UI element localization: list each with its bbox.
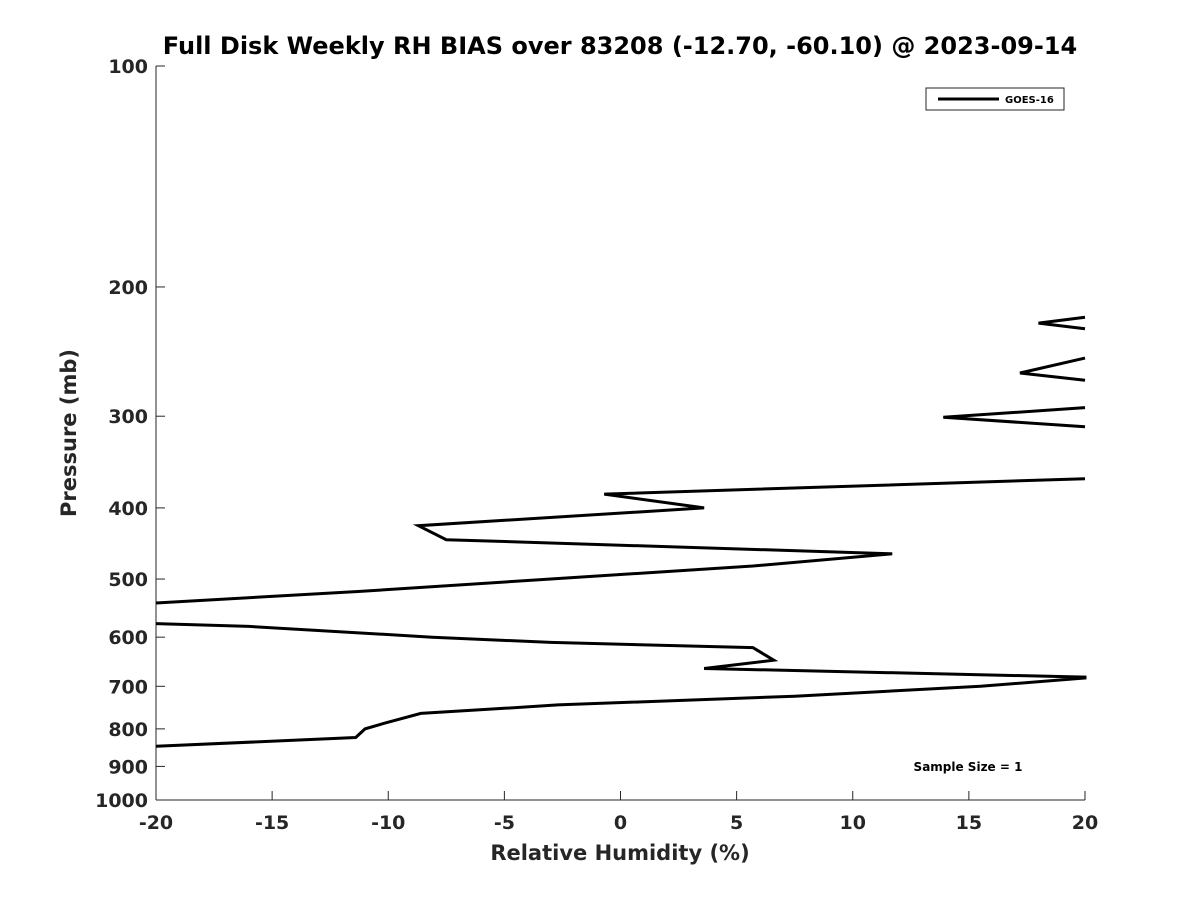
x-tick-label: -20 xyxy=(139,812,173,834)
y-tick-label: 1000 xyxy=(95,790,148,812)
y-tick-label: 500 xyxy=(108,569,148,591)
y-tick-label: 900 xyxy=(108,756,148,778)
y-tick-label: 200 xyxy=(108,277,148,299)
x-axis-ticks: -20 -15 -10 -5 0 5 10 15 20 xyxy=(139,791,1098,834)
series-line-goes-16 xyxy=(1038,315,1086,331)
legend: GOES-16 xyxy=(925,87,1065,111)
y-axis-label: Pressure (mb) xyxy=(57,349,81,517)
y-tick-label: 600 xyxy=(108,627,148,649)
sample-size-annotation: Sample Size = 1 xyxy=(914,760,1023,774)
y-tick-label: 700 xyxy=(108,676,148,698)
series-line-goes-16 xyxy=(1019,356,1086,382)
y-tick-label: 300 xyxy=(108,406,148,428)
series-layer xyxy=(155,315,1087,748)
chart-title: Full Disk Weekly RH BIAS over 83208 (-12… xyxy=(163,32,1077,60)
series-line-goes-16 xyxy=(155,477,1086,605)
y-axis-ticks: 100 200 300 400 500 600 700 800 900 1000 xyxy=(95,56,165,812)
y-tick-label: 800 xyxy=(108,719,148,741)
x-tick-label: -5 xyxy=(494,812,515,834)
x-axis-label: Relative Humidity (%) xyxy=(490,841,749,865)
series-line-goes-16 xyxy=(155,622,1087,748)
plot-area xyxy=(156,66,1085,800)
x-tick-label: -15 xyxy=(255,812,289,834)
y-tick-label: 400 xyxy=(108,498,148,520)
y-tick-label: 100 xyxy=(108,56,148,78)
x-tick-label: 15 xyxy=(956,812,982,834)
x-tick-label: 5 xyxy=(730,812,743,834)
x-tick-label: 10 xyxy=(840,812,866,834)
x-tick-label: 20 xyxy=(1072,812,1098,834)
x-tick-label: -10 xyxy=(371,812,405,834)
legend-label-goes-16: GOES-16 xyxy=(1005,95,1054,106)
series-line-goes-16 xyxy=(943,406,1086,429)
x-tick-label: 0 xyxy=(614,812,627,834)
